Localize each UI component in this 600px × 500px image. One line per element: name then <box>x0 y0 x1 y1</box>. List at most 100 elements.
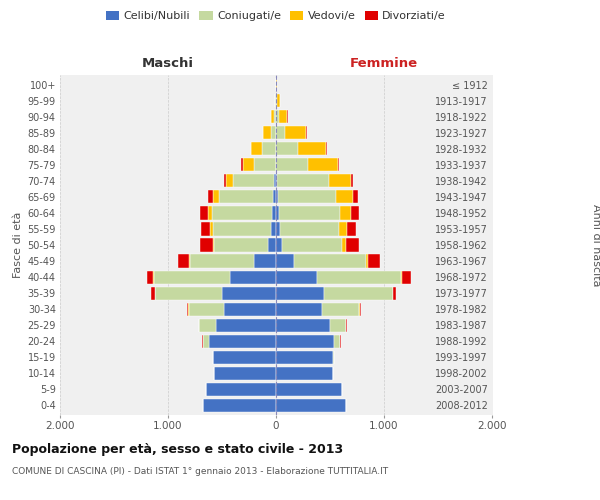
Bar <box>155 286 222 300</box>
Bar <box>276 383 342 396</box>
Bar <box>200 238 213 252</box>
Bar <box>276 334 334 348</box>
Bar <box>233 174 274 188</box>
Bar <box>147 270 154 283</box>
Bar <box>283 238 342 252</box>
Bar <box>276 270 317 283</box>
Bar <box>188 254 190 268</box>
Bar <box>263 126 271 140</box>
Bar <box>342 238 346 252</box>
Bar <box>276 318 330 332</box>
Bar <box>276 350 333 364</box>
Bar <box>215 318 276 332</box>
Bar <box>277 94 280 107</box>
Bar <box>339 222 347 235</box>
Bar <box>208 190 214 203</box>
Bar <box>154 270 230 283</box>
Bar <box>280 222 339 235</box>
Bar <box>347 222 356 235</box>
Bar <box>298 142 326 156</box>
Bar <box>284 126 306 140</box>
Bar <box>271 126 276 140</box>
Bar <box>242 158 254 172</box>
Bar <box>274 174 276 188</box>
Bar <box>317 270 401 283</box>
Bar <box>403 270 411 283</box>
Bar <box>276 206 278 220</box>
Text: Femmine: Femmine <box>350 57 418 70</box>
Bar <box>190 254 254 268</box>
Bar <box>214 238 268 252</box>
Bar <box>200 206 208 220</box>
Bar <box>241 158 242 172</box>
Bar <box>214 350 276 364</box>
Bar <box>230 270 276 283</box>
Bar <box>251 142 262 156</box>
Bar <box>351 206 359 220</box>
Bar <box>203 399 276 412</box>
Bar <box>334 334 340 348</box>
Bar <box>224 302 276 316</box>
Bar <box>151 286 155 300</box>
Bar <box>212 206 272 220</box>
Bar <box>346 238 359 252</box>
Bar <box>337 190 353 203</box>
Bar <box>350 174 353 188</box>
Bar <box>214 222 271 235</box>
Bar <box>187 302 188 316</box>
Bar <box>214 366 276 380</box>
Bar <box>276 302 322 316</box>
Bar <box>393 286 397 300</box>
Bar <box>276 142 298 156</box>
Bar <box>226 174 233 188</box>
Bar <box>178 254 188 268</box>
Bar <box>276 286 323 300</box>
Bar <box>330 318 346 332</box>
Bar <box>368 254 380 268</box>
Text: Maschi: Maschi <box>142 57 194 70</box>
Bar <box>360 302 361 316</box>
Bar <box>276 126 284 140</box>
Bar <box>206 383 276 396</box>
Bar <box>295 254 365 268</box>
Bar <box>276 254 295 268</box>
Bar <box>278 110 287 124</box>
Bar <box>323 286 392 300</box>
Bar <box>273 190 276 203</box>
Bar <box>276 399 346 412</box>
Bar <box>401 270 403 283</box>
Text: COMUNE DI CASCINA (PI) - Dati ISTAT 1° gennaio 2013 - Elaborazione TUTTITALIA.IT: COMUNE DI CASCINA (PI) - Dati ISTAT 1° g… <box>12 468 388 476</box>
Bar <box>329 174 350 188</box>
Bar <box>365 254 368 268</box>
Bar <box>276 158 308 172</box>
Bar <box>353 190 358 203</box>
Bar <box>224 174 226 188</box>
Bar <box>274 110 276 124</box>
Bar <box>210 222 214 235</box>
Bar <box>278 206 340 220</box>
Bar <box>338 158 339 172</box>
Bar <box>222 286 276 300</box>
Bar <box>276 366 333 380</box>
Bar <box>278 190 337 203</box>
Bar <box>308 158 338 172</box>
Bar <box>322 302 359 316</box>
Bar <box>340 206 351 220</box>
Bar <box>276 222 280 235</box>
Text: Anni di nascita: Anni di nascita <box>591 204 600 286</box>
Bar <box>272 206 276 220</box>
Bar <box>271 110 274 124</box>
Bar <box>262 142 276 156</box>
Bar <box>188 302 224 316</box>
Y-axis label: Fasce di età: Fasce di età <box>13 212 23 278</box>
Legend: Celibi/Nubili, Coniugati/e, Vedovi/e, Divorziati/e: Celibi/Nubili, Coniugati/e, Vedovi/e, Di… <box>106 10 446 21</box>
Bar <box>326 142 327 156</box>
Bar <box>208 206 212 220</box>
Bar <box>213 238 214 252</box>
Bar <box>219 190 273 203</box>
Text: Popolazione per età, sesso e stato civile - 2013: Popolazione per età, sesso e stato civil… <box>12 442 343 456</box>
Bar <box>277 174 329 188</box>
Bar <box>268 238 276 252</box>
Bar <box>276 190 278 203</box>
Bar <box>276 110 278 124</box>
